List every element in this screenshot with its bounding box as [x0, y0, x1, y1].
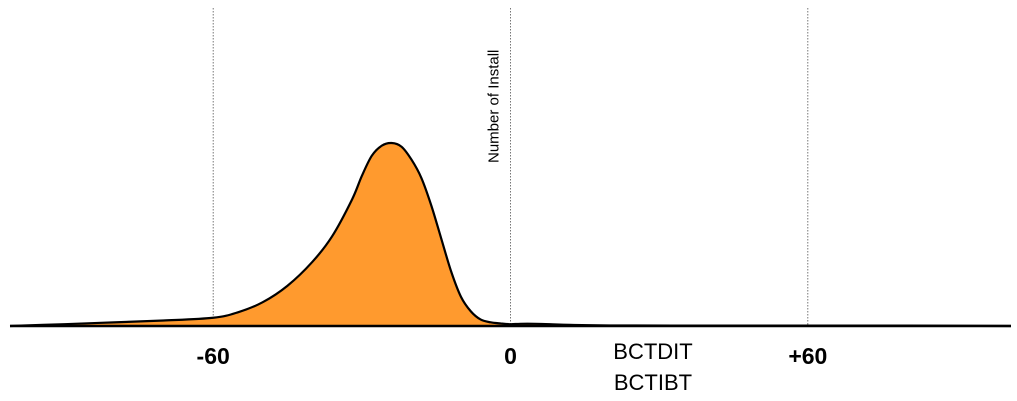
x-axis-label-line1: BCTDIT [613, 339, 692, 364]
grid-lines [212, 8, 809, 326]
y-axis-label: Number of Install [486, 50, 503, 163]
x-tick-labels: -60 0 +60 [197, 343, 828, 369]
x-axis-label-line2: BCTIBT [614, 370, 692, 395]
x-tick-label: -60 [197, 343, 230, 369]
x-tick-label: +60 [788, 343, 827, 369]
x-tick-label: 0 [504, 343, 517, 369]
